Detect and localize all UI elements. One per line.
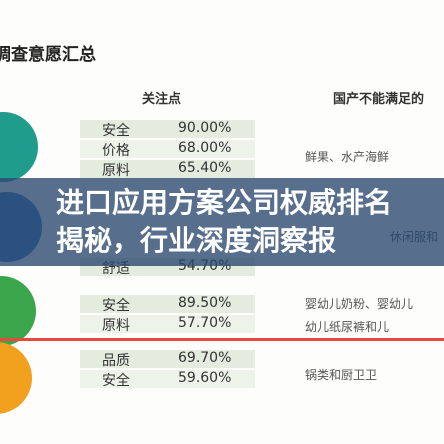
item: 安全	[102, 123, 130, 139]
table-row: 安全 90.00%	[80, 120, 255, 139]
percent: 69.70%	[178, 350, 232, 366]
divider	[0, 338, 444, 341]
note: 幼儿纸尿裤和儿	[305, 320, 390, 334]
percent: 59.60%	[178, 370, 232, 386]
title: 调查意愿汇总	[0, 45, 96, 65]
item: 安全	[102, 373, 130, 389]
banner-text: 进口应用方案公司权威排名揭秘，行业深度洞察报	[56, 186, 393, 257]
item: 原料	[102, 163, 130, 179]
item: 品质	[102, 353, 130, 369]
table-row: 价格 68.00%	[80, 140, 255, 159]
table-row: 安全 59.60%	[80, 370, 255, 389]
percent: 89.50%	[178, 295, 232, 311]
header-focus: 关注点	[142, 92, 182, 107]
item: 安全	[102, 298, 130, 314]
table-row: 品质 69.70%	[80, 350, 255, 369]
percent: 57.70%	[178, 315, 232, 331]
note: 锅类和厨卫卫	[305, 368, 378, 382]
icon-circle	[0, 342, 32, 414]
item: 原料	[102, 318, 130, 334]
note: 鲜果、水产海鲜	[305, 150, 390, 164]
percent: 65.40%	[178, 160, 232, 176]
table-row: 安全 89.50%	[80, 295, 255, 314]
banner: 进口应用方案公司权威排名揭秘，行业深度洞察报	[0, 178, 444, 266]
table-row: 原料 57.70%	[80, 315, 255, 334]
percent: 90.00%	[178, 120, 232, 136]
icon-circle	[0, 276, 36, 346]
table-row: 原料 65.40%	[80, 160, 255, 179]
percent: 68.00%	[178, 140, 232, 156]
icon-circle	[0, 112, 38, 182]
header-unmet: 国产不能满足的	[333, 92, 425, 107]
note: 婴幼儿奶粉、婴幼儿	[305, 297, 414, 311]
item: 价格	[102, 143, 130, 159]
